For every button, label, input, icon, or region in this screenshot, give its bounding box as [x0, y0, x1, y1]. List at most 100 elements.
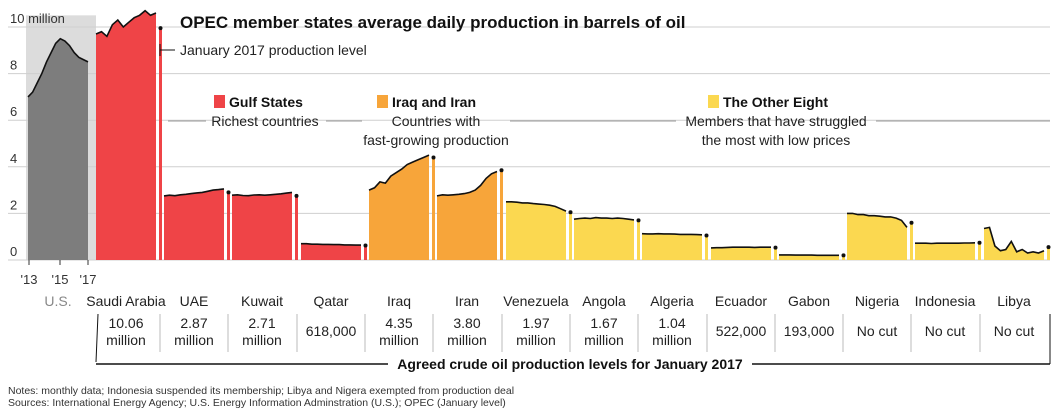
series-line: [915, 242, 976, 245]
area-qatar: [301, 243, 361, 260]
series-line: [641, 232, 703, 236]
target-unit: million: [516, 332, 556, 348]
area-venezuela: [506, 201, 566, 260]
country-label: Gabon: [788, 293, 830, 309]
jan2017-level-bar: [705, 235, 708, 260]
jan2017-level-bar: [978, 242, 981, 260]
country-label: Venezuela: [503, 293, 569, 309]
y-tick-label: 6: [10, 104, 17, 119]
y-tick-label: 0: [10, 244, 17, 259]
agreed-label: Agreed crude oil production levels for J…: [397, 356, 743, 372]
iraq-iran-title: Iraq and Iran: [392, 94, 476, 110]
series-line: [95, 9, 157, 38]
area-gabon: [779, 254, 839, 260]
gulf-states-title: Gulf States: [229, 94, 303, 110]
series-line: [847, 212, 908, 228]
y-tick-label: 10 million: [10, 11, 65, 26]
iraq-iran-desc: fast-growing production: [363, 132, 509, 148]
jan2017-level-bar: [364, 245, 367, 260]
area-ecuador: [711, 247, 771, 260]
jan2017-level-bar: [159, 28, 162, 260]
agreed-bracket-left: [95, 313, 99, 363]
other-eight-swatch: [708, 95, 719, 108]
jan2017-level-dot: [909, 220, 914, 225]
country-label: Qatar: [313, 293, 348, 309]
series-line: [436, 170, 498, 197]
iraq-iran-swatch: [377, 95, 388, 108]
jan2017-level-dot: [1046, 245, 1051, 250]
area-kuwait: [232, 192, 292, 260]
country-label: Kuwait: [241, 293, 283, 309]
target-value: 1.97: [522, 315, 549, 331]
notes-line: Notes: monthly data; Indonesia suspended…: [8, 385, 515, 397]
target-value: 2.71: [248, 315, 275, 331]
other-eight-desc: Members that have struggled: [685, 113, 866, 129]
y-tick-label: 2: [10, 197, 17, 212]
gulf-states-desc: Richest countries: [211, 113, 318, 129]
jan2017-level-dot: [841, 253, 846, 258]
series-line: [983, 226, 1045, 254]
jan2017-level-bar: [432, 157, 435, 260]
series-line: [710, 246, 771, 249]
jan2017-level-bar: [637, 220, 640, 260]
callout-label: January 2017 production level: [180, 42, 367, 58]
series-line: [368, 154, 430, 191]
target-value: No cut: [857, 323, 898, 339]
series-line: [163, 188, 225, 197]
iraq-iran-desc: Countries with: [392, 113, 481, 129]
target-value: 193,000: [784, 323, 835, 339]
x-tick-label: '13: [21, 272, 38, 287]
x-tick-label: '15: [52, 272, 69, 287]
target-value: 4.35: [385, 315, 412, 331]
series-line: [301, 242, 361, 246]
area-uae: [164, 188, 224, 260]
country-label: Iran: [455, 293, 479, 309]
target-value: 3.80: [453, 315, 480, 331]
area-u-s-: [28, 38, 88, 261]
target-value: 1.67: [590, 315, 617, 331]
country-label: Nigeria: [855, 293, 900, 309]
jan2017-level-dot: [499, 168, 504, 173]
target-value: 522,000: [716, 323, 767, 339]
jan2017-level-dot: [226, 190, 231, 195]
country-label: UAE: [180, 293, 209, 309]
jan2017-level-dot: [431, 155, 436, 160]
jan2017-level-bar: [1047, 247, 1050, 260]
chart-notes: Notes: monthly data; Indonesia suspended…: [8, 385, 514, 409]
jan2017-level-dot: [977, 240, 982, 245]
area-iraq: [369, 155, 429, 260]
jan2017-level-bar: [774, 247, 777, 260]
sources-line: Sources: International Energy Agency; U.…: [8, 397, 506, 409]
target-value: No cut: [925, 323, 966, 339]
series-line: [27, 37, 89, 98]
area-nigeria: [847, 213, 907, 260]
other-eight-title: The Other Eight: [723, 94, 828, 110]
country-label: U.S.: [44, 293, 71, 309]
chart-title: OPEC member states average daily product…: [180, 13, 685, 32]
target-unit: million: [652, 332, 692, 348]
target-value: 1.04: [658, 315, 685, 331]
country-label: Ecuador: [715, 293, 767, 309]
country-label: Angola: [582, 293, 626, 309]
area-algeria: [642, 233, 702, 260]
x-tick-label: '17: [80, 272, 97, 287]
jan2017-level-bar: [910, 222, 913, 260]
area-saudi-arabia: [96, 10, 156, 261]
target-unit: million: [106, 332, 146, 348]
jan2017-level-bar: [295, 195, 298, 260]
target-value: 2.87: [180, 315, 207, 331]
target-unit: million: [379, 332, 419, 348]
jan2017-level-dot: [704, 233, 709, 238]
area-iran: [437, 171, 497, 260]
target-value: 618,000: [306, 323, 357, 339]
series-line: [573, 216, 635, 221]
area-angola: [574, 217, 634, 260]
jan2017-level-dot: [636, 218, 641, 223]
y-tick-label: 8: [10, 58, 17, 73]
jan2017-level-dot: [568, 210, 573, 215]
jan2017-level-bar: [842, 255, 845, 260]
series-line: [506, 201, 567, 212]
target-unit: million: [174, 332, 214, 348]
country-label: Saudi Arabia: [86, 293, 166, 309]
